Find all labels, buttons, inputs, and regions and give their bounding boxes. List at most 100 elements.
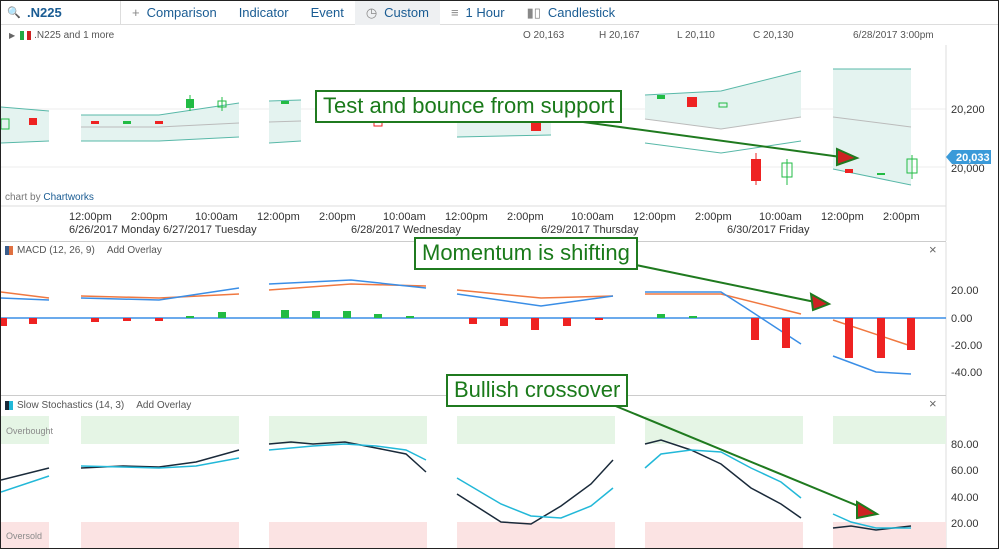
- time-label: 2:00pm: [131, 211, 168, 223]
- current-price-tag: [946, 150, 991, 164]
- histogram-bar: [907, 318, 915, 350]
- comparison-label: Comparison: [146, 5, 217, 20]
- time-label: 12:00pm: [445, 211, 488, 223]
- hover-datetime: 6/28/2017 3:00pm: [853, 30, 934, 41]
- histogram-bar: [500, 318, 508, 326]
- histogram-bar: [374, 314, 382, 318]
- time-label: 10:00am: [195, 211, 238, 223]
- candle: [751, 159, 761, 181]
- interval-button[interactable]: ≡ 1 Hour: [440, 1, 516, 25]
- time-label: 2:00pm: [883, 211, 920, 223]
- histogram-bar: [751, 318, 759, 340]
- histogram-bar: [343, 311, 351, 318]
- date-label: 6/28/2017 Wednesday: [351, 224, 461, 236]
- toolbar: 🔍 .N225 + Comparison Indicator Event ◷ C…: [1, 1, 998, 25]
- candle: [186, 99, 194, 108]
- comparison-button[interactable]: + Comparison: [121, 1, 228, 25]
- price-tick-label: 20,200: [951, 104, 985, 116]
- stoch-tick-label: 80.00: [951, 439, 979, 451]
- candle: [718, 102, 728, 108]
- time-label: 12:00pm: [69, 211, 112, 223]
- indicator-label: Indicator: [238, 5, 289, 20]
- histogram-bar: [312, 311, 320, 318]
- candle: [155, 121, 163, 124]
- chart-header: ▶ .N225 and 1 more O 20,163 H 20,167 L 2…: [1, 27, 946, 45]
- histogram-bar: [531, 318, 539, 330]
- indicator-button[interactable]: Indicator: [228, 1, 300, 25]
- stochastics-panel[interactable]: Overbought Oversold 80.00 60.00 40.00 20…: [1, 395, 979, 548]
- histogram-bar: [29, 318, 37, 324]
- candlestick-icon: ▮▯: [526, 4, 541, 20]
- search-icon: 🔍: [7, 7, 21, 19]
- candle: [281, 101, 289, 104]
- time-label: 10:00am: [571, 211, 614, 223]
- macd-tick-label: 0.00: [951, 313, 972, 325]
- plus-icon: +: [132, 5, 140, 20]
- bollinger-bands: [1, 68, 912, 186]
- histogram-bar: [281, 310, 289, 318]
- current-price-value: 20,033: [956, 152, 990, 164]
- stoch-title-bar: Slow Stochastics (14, 3) Add Overlay: [5, 400, 196, 411]
- chart-style-button[interactable]: ▮▯ Candlestick: [516, 1, 627, 25]
- candle: [29, 118, 37, 125]
- macd-swatch-icon: [5, 246, 13, 255]
- support-arrowhead: [836, 147, 860, 167]
- price-tick-label: 20,000: [951, 163, 985, 175]
- symbol-input[interactable]: .N225: [27, 5, 62, 20]
- candle: [217, 100, 227, 108]
- crossover-callout: Bullish crossover: [446, 374, 629, 407]
- histogram-bar: [406, 316, 414, 318]
- time-label: 2:00pm: [319, 211, 356, 223]
- momentum-callout: Momentum is shifting: [414, 237, 638, 270]
- series-label: .N225 and 1 more: [34, 30, 115, 41]
- histogram-bar: [91, 318, 99, 322]
- expand-triangle-icon[interactable]: ▶: [9, 31, 16, 40]
- event-button[interactable]: Event: [300, 1, 355, 25]
- chart-style-label: Candlestick: [547, 5, 616, 20]
- stochastics-chart: Overbought Oversold 80.00 60.00 40.00 20…: [1, 396, 979, 548]
- price-panel[interactable]: 20,200 20,000 20,033 12:00pm 2:00pm 10:0…: [1, 45, 991, 241]
- open-value: O 20,163: [523, 30, 565, 41]
- macd-chart: 20.00 0.00 -20.00 -40.00: [1, 242, 982, 396]
- date-label: 6/29/2017 Thursday: [541, 224, 639, 236]
- candle: [531, 121, 541, 131]
- time-axis: 12:00pm 2:00pm 10:00am 12:00pm 2:00pm 10…: [69, 211, 920, 236]
- high-value: H 20,167: [599, 30, 640, 41]
- overbought-label: Overbought: [6, 426, 54, 436]
- crossover-arrowhead: [856, 500, 880, 520]
- histogram-bar: [1, 318, 7, 326]
- macd-tick-label: -20.00: [951, 340, 982, 352]
- date-label: 6/30/2017 Friday: [727, 224, 810, 236]
- stoch-title[interactable]: Slow Stochastics (14, 3): [17, 400, 125, 411]
- stoch-add-overlay[interactable]: Add Overlay: [136, 400, 192, 411]
- interval-icon: ≡: [450, 5, 459, 20]
- symbol-search[interactable]: 🔍 .N225: [1, 1, 121, 25]
- custom-range-button[interactable]: ◷ Custom: [354, 1, 440, 25]
- series-down-swatch: [27, 31, 32, 40]
- close-value: C 20,130: [753, 30, 794, 41]
- histogram-bar: [123, 318, 131, 321]
- stoch-tick-label: 40.00: [951, 492, 979, 504]
- macd-tick-label: 20.00: [951, 285, 979, 297]
- time-label: 10:00am: [759, 211, 802, 223]
- macd-title-bar: MACD (12, 26, 9) Add Overlay: [5, 245, 162, 256]
- momentum-arrowhead: [809, 292, 832, 312]
- support-callout: Test and bounce from support: [315, 90, 623, 123]
- stoch-swatch-icon: [5, 401, 13, 410]
- momentum-arrow-line: [630, 263, 816, 303]
- candle: [657, 95, 665, 99]
- macd-close-icon[interactable]: ×: [929, 242, 937, 257]
- series-legend[interactable]: ▶ .N225 and 1 more: [9, 30, 114, 41]
- chartworks-link[interactable]: Chartworks: [43, 192, 94, 203]
- histogram-bar: [782, 318, 790, 348]
- oversold-zone: [1, 522, 946, 548]
- macd-add-overlay[interactable]: Add Overlay: [106, 245, 162, 256]
- macd-title[interactable]: MACD (12, 26, 9): [17, 245, 95, 256]
- time-label: 10:00am: [383, 211, 426, 223]
- macd-tick-label: -40.00: [951, 367, 982, 379]
- stoch-close-icon[interactable]: ×: [929, 396, 937, 411]
- candle: [687, 97, 697, 107]
- event-label: Event: [310, 5, 344, 20]
- price-chart[interactable]: 20,200 20,000 20,033 12:00pm 2:00pm 10:0…: [1, 45, 999, 241]
